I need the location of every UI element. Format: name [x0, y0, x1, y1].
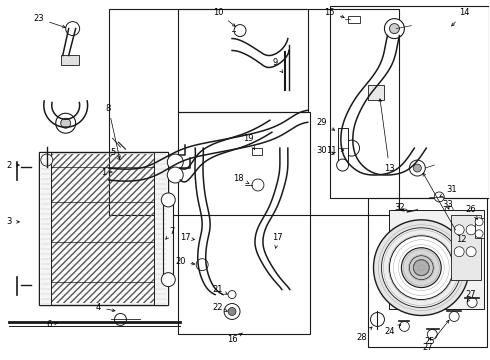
Circle shape [466, 225, 476, 235]
Text: 17: 17 [180, 233, 195, 242]
Text: 7: 7 [166, 227, 175, 239]
Bar [61, 55, 78, 66]
Bar [178, 9, 308, 112]
Text: 26: 26 [466, 206, 478, 220]
Text: 5: 5 [110, 148, 120, 159]
Text: 8: 8 [106, 104, 121, 159]
Circle shape [115, 314, 126, 325]
Circle shape [252, 179, 264, 191]
Circle shape [385, 19, 404, 39]
Circle shape [167, 154, 183, 170]
Circle shape [454, 225, 464, 235]
Bar [451, 215, 481, 280]
Bar [39, 152, 51, 305]
Circle shape [427, 329, 437, 339]
Circle shape [161, 193, 175, 207]
Bar [108, 9, 399, 215]
Circle shape [224, 303, 240, 319]
Text: 17: 17 [272, 233, 283, 248]
Bar [347, 15, 360, 23]
Text: 33: 33 [442, 201, 453, 210]
Text: 11: 11 [326, 145, 344, 154]
Text: 24: 24 [384, 325, 401, 336]
Text: 14: 14 [452, 8, 469, 26]
Bar [163, 200, 173, 280]
Circle shape [56, 113, 75, 133]
Circle shape [373, 220, 469, 315]
Circle shape [409, 160, 425, 176]
Circle shape [343, 140, 360, 156]
Bar [368, 198, 487, 347]
Circle shape [475, 230, 483, 238]
Circle shape [196, 259, 208, 271]
Circle shape [414, 164, 421, 172]
Circle shape [234, 24, 246, 37]
Circle shape [228, 307, 236, 315]
Circle shape [399, 321, 409, 332]
Text: 32: 32 [394, 203, 405, 212]
Circle shape [449, 311, 459, 321]
Circle shape [445, 206, 453, 214]
Text: 4: 4 [96, 303, 115, 312]
Circle shape [466, 247, 476, 257]
Text: 2: 2 [6, 161, 19, 170]
Text: 25: 25 [424, 337, 435, 346]
Bar [39, 152, 168, 305]
Bar [368, 85, 385, 100]
Bar [41, 154, 166, 302]
Text: 13: 13 [379, 99, 395, 172]
Text: 3: 3 [6, 217, 19, 226]
Text: 29: 29 [317, 118, 335, 130]
Circle shape [475, 218, 483, 226]
Circle shape [390, 24, 399, 33]
Bar [475, 218, 484, 238]
Text: 10: 10 [213, 8, 235, 26]
Circle shape [390, 236, 453, 300]
Bar [178, 112, 310, 334]
Circle shape [161, 273, 175, 287]
Circle shape [409, 256, 433, 280]
Circle shape [400, 209, 408, 217]
Text: 22: 22 [213, 303, 227, 312]
Circle shape [66, 22, 80, 36]
Text: 16: 16 [227, 333, 243, 344]
Text: 18: 18 [233, 174, 249, 184]
Circle shape [414, 260, 429, 276]
Circle shape [167, 167, 183, 183]
Text: 28: 28 [356, 327, 372, 342]
Text: 27: 27 [422, 320, 449, 352]
Text: 9: 9 [272, 58, 283, 73]
Circle shape [41, 154, 53, 166]
Text: 21: 21 [213, 285, 227, 294]
Circle shape [370, 312, 385, 327]
Circle shape [228, 291, 236, 298]
Circle shape [401, 248, 441, 288]
Bar [154, 152, 168, 305]
Bar [390, 210, 484, 310]
Text: 23: 23 [33, 14, 65, 28]
Circle shape [337, 159, 348, 171]
Bar [330, 6, 489, 198]
Circle shape [61, 118, 71, 128]
Circle shape [434, 192, 444, 202]
Text: 1: 1 [101, 167, 112, 176]
Bar [338, 128, 347, 165]
Text: 12: 12 [423, 173, 466, 244]
Text: 15: 15 [324, 8, 344, 18]
Text: 31: 31 [440, 185, 457, 197]
Circle shape [467, 298, 477, 307]
Text: 27: 27 [466, 290, 476, 302]
Circle shape [454, 247, 464, 257]
Bar [252, 148, 262, 155]
Text: 19: 19 [243, 134, 255, 149]
Text: 30: 30 [317, 145, 334, 154]
Text: 6: 6 [46, 320, 57, 329]
Circle shape [382, 228, 461, 307]
Text: 20: 20 [175, 257, 195, 266]
